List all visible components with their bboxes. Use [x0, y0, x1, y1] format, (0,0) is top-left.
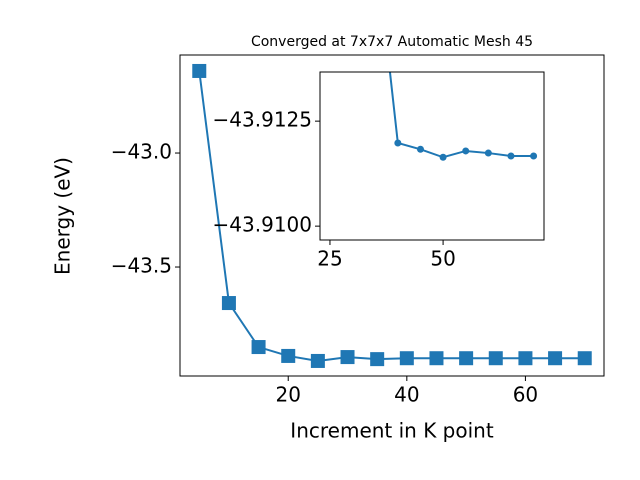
marker [370, 352, 385, 367]
y-tick-label: −43.0 [111, 140, 172, 164]
marker [577, 351, 592, 366]
x-tick-label: 20 [275, 383, 300, 407]
marker [530, 152, 538, 160]
x-tick-label: 40 [394, 383, 419, 407]
marker [340, 350, 355, 365]
marker [429, 351, 444, 366]
marker [462, 147, 470, 155]
series-line [388, 72, 534, 159]
marker [507, 152, 515, 160]
x-tick-label: 50 [430, 247, 455, 271]
marker [439, 153, 447, 161]
plot-area [388, 72, 538, 161]
marker [459, 351, 474, 366]
marker [488, 351, 503, 366]
y-tick-label: −43.9100 [213, 213, 312, 237]
x-tick-label: 60 [513, 383, 538, 407]
marker [192, 63, 207, 78]
marker [416, 145, 424, 153]
marker [281, 348, 296, 363]
axes-frame [319, 71, 545, 241]
marker [399, 351, 414, 366]
marker [310, 353, 325, 368]
y-axis-label: Energy (eV) [51, 157, 75, 275]
marker [394, 139, 402, 147]
chart-title: Converged at 7x7x7 Automatic Mesh 45 [251, 34, 533, 50]
x-tick-label: 25 [317, 247, 342, 271]
marker [251, 340, 266, 355]
marker [518, 351, 533, 366]
axes-frame [179, 54, 605, 377]
x-axis-label: Increment in K point [290, 419, 494, 443]
y-tick-label: −43.5 [111, 254, 172, 278]
marker [221, 296, 236, 311]
plot-area [192, 63, 592, 368]
y-tick-label: −43.9125 [213, 108, 312, 132]
marker [484, 149, 492, 157]
marker [548, 351, 563, 366]
